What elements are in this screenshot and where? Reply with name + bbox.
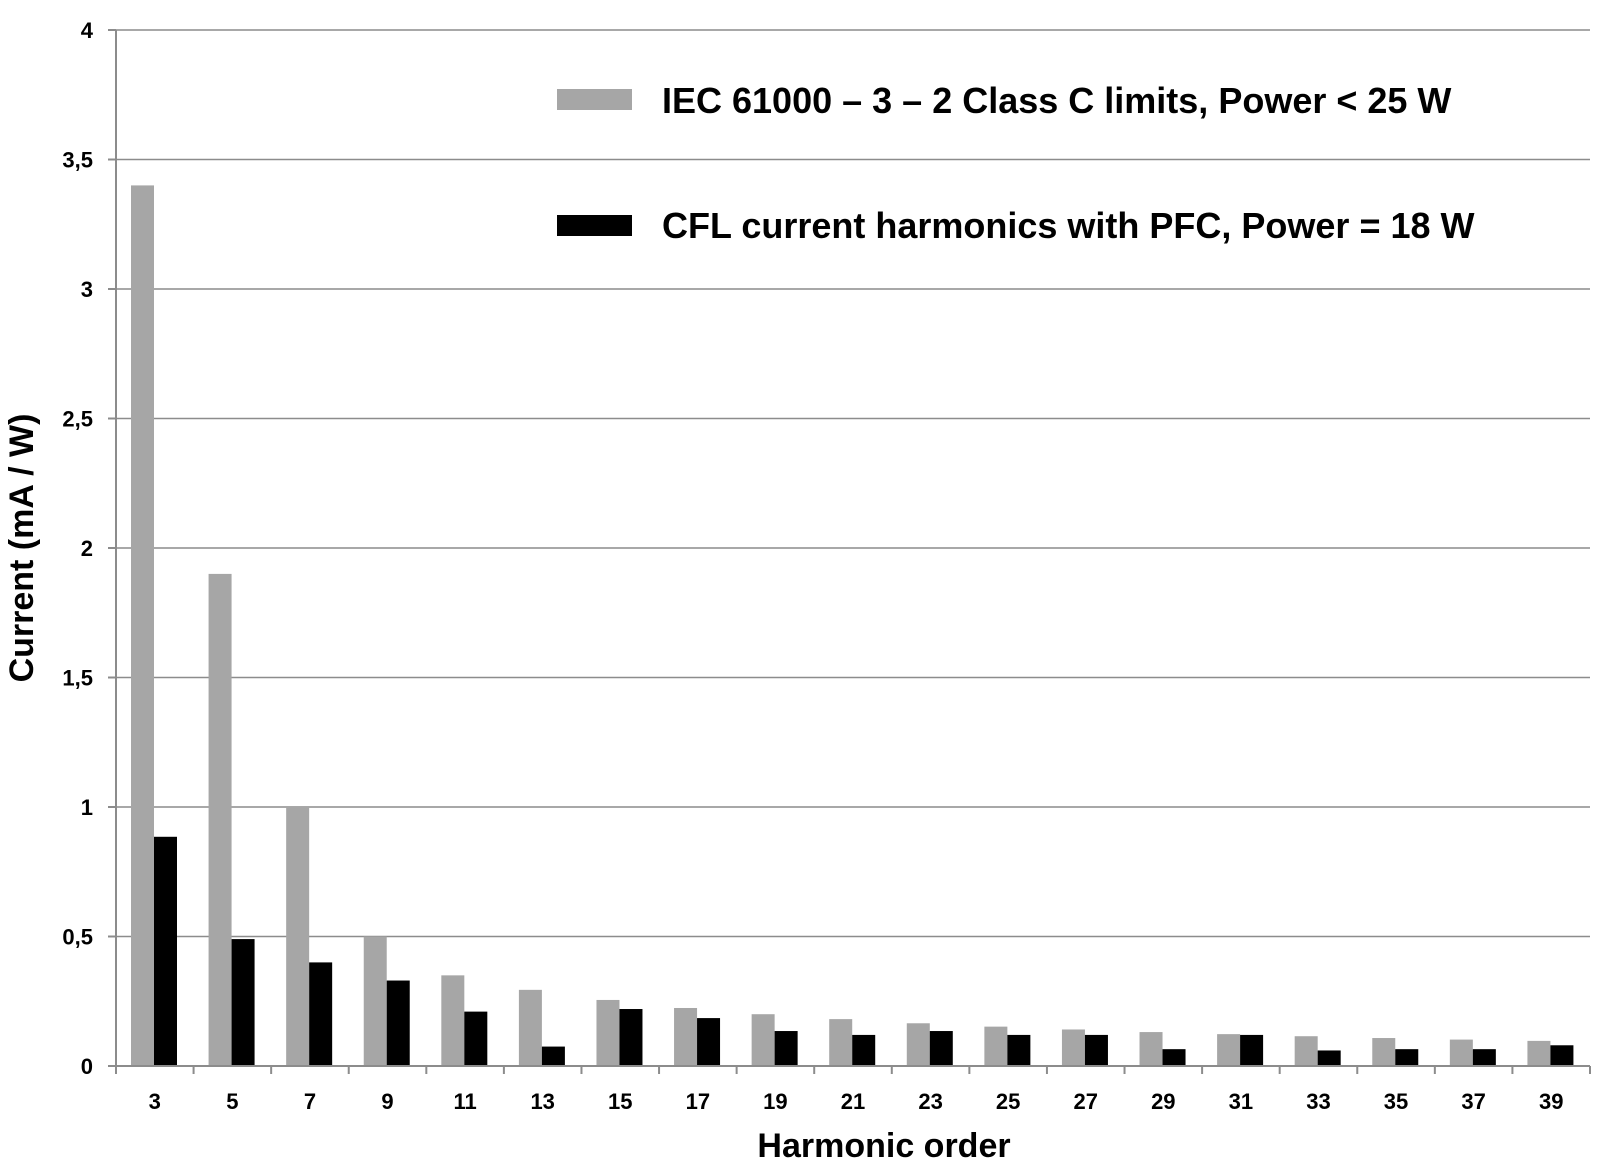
bar-iec-limit [208, 573, 232, 1066]
legend-label-iec-limits: IEC 61000 – 3 – 2 Class C limits, Power … [662, 80, 1451, 121]
x-tick-label: 25 [996, 1089, 1020, 1114]
bar-cfl-harmonic [1317, 1050, 1341, 1066]
bar-iec-limit [1527, 1040, 1551, 1066]
y-tick-label: 2,5 [62, 407, 93, 432]
bar-cfl-harmonic [309, 962, 333, 1066]
bar-iec-limit [286, 807, 310, 1066]
bar-iec-limit [518, 989, 542, 1066]
bar-cfl-harmonic [1395, 1049, 1419, 1066]
x-tick-label: 23 [918, 1089, 942, 1114]
legend-swatch-iec-limits [557, 89, 632, 110]
bar-cfl-harmonic [541, 1046, 565, 1066]
x-tick-label: 11 [453, 1089, 476, 1114]
y-tick-labels: 0 0,5 1 1,5 2 2,5 3 3,5 4 [62, 18, 93, 1079]
y-tick-label: 2 [81, 536, 93, 561]
legend-swatch-cfl-harmonics [557, 215, 632, 236]
bar-iec-limit [596, 999, 620, 1066]
x-tick-label: 7 [304, 1089, 316, 1114]
y-tick-label: 1,5 [62, 666, 93, 691]
bar-iec-limit [1449, 1039, 1473, 1066]
x-axis-title: Harmonic order [757, 1127, 1010, 1164]
bar-iec-limit [674, 1007, 698, 1066]
x-tick-label: 27 [1073, 1089, 1097, 1114]
x-tick-label: 19 [763, 1089, 787, 1114]
x-tick-label: 29 [1151, 1089, 1175, 1114]
bar-iec-limit [984, 1026, 1008, 1066]
y-tick-label: 4 [81, 18, 94, 43]
axes [108, 29, 1591, 1074]
x-tick-labels: 3 5 7 9 11 13 15 17 19 21 23 25 27 29 31 33 35 37 39 [149, 1089, 1564, 1114]
legend: IEC 61000 – 3 – 2 Class C limits, Power … [557, 80, 1475, 246]
bar-cfl-harmonic [231, 939, 255, 1066]
bar-iec-limit [1217, 1034, 1241, 1066]
bar-cfl-harmonic [1550, 1045, 1574, 1066]
bar-iec-limit [131, 185, 154, 1066]
x-tick-label: 31 [1229, 1089, 1253, 1114]
x-tick-label: 13 [530, 1089, 554, 1114]
bars [131, 185, 1574, 1066]
bar-iec-limit [751, 1014, 775, 1066]
bar-cfl-harmonic [386, 980, 410, 1066]
bar-cfl-harmonic [774, 1031, 798, 1066]
bar-cfl-harmonic [464, 1011, 488, 1066]
x-tick-label: 37 [1461, 1089, 1485, 1114]
y-tick-label: 0,5 [62, 925, 93, 950]
bar-cfl-harmonic [619, 1009, 643, 1066]
x-tick-label: 35 [1384, 1089, 1408, 1114]
bar-cfl-harmonic [154, 836, 177, 1066]
bar-cfl-harmonic [929, 1031, 953, 1066]
x-tick-label: 33 [1306, 1089, 1330, 1114]
y-tick-label: 3,5 [62, 148, 93, 173]
bar-cfl-harmonic [1472, 1049, 1496, 1066]
bar-iec-limit [441, 975, 465, 1066]
bar-iec-limit [1139, 1032, 1163, 1066]
bar-iec-limit [1061, 1029, 1085, 1066]
bar-cfl-harmonic [1240, 1034, 1264, 1066]
bar-cfl-harmonic [1084, 1034, 1108, 1066]
x-tick-label: 3 [149, 1089, 161, 1114]
bar-cfl-harmonic [697, 1018, 721, 1066]
bar-iec-limit [829, 1019, 853, 1066]
y-axis-title: Current (mA / W) [3, 414, 41, 683]
bar-iec-limit [363, 936, 387, 1066]
bar-cfl-harmonic [852, 1034, 876, 1066]
gridlines [116, 29, 1590, 938]
x-tick-label: 21 [841, 1089, 865, 1114]
x-tick-label: 17 [686, 1089, 710, 1114]
bar-iec-limit [1294, 1036, 1318, 1066]
bar-iec-limit [906, 1023, 930, 1066]
bar-cfl-harmonic [1007, 1034, 1031, 1066]
y-tick-label: 3 [81, 277, 93, 302]
bar-iec-limit [1372, 1038, 1396, 1066]
x-tick-label: 5 [226, 1089, 238, 1114]
bar-cfl-harmonic [1162, 1049, 1186, 1066]
y-tick-label: 0 [81, 1054, 93, 1079]
x-tick-label: 9 [381, 1089, 393, 1114]
legend-label-cfl-harmonics: CFL current harmonics with PFC, Power = … [662, 205, 1475, 246]
x-tick-label: 15 [608, 1089, 632, 1114]
y-tick-label: 1 [81, 795, 93, 820]
x-tick-label: 39 [1539, 1089, 1563, 1114]
